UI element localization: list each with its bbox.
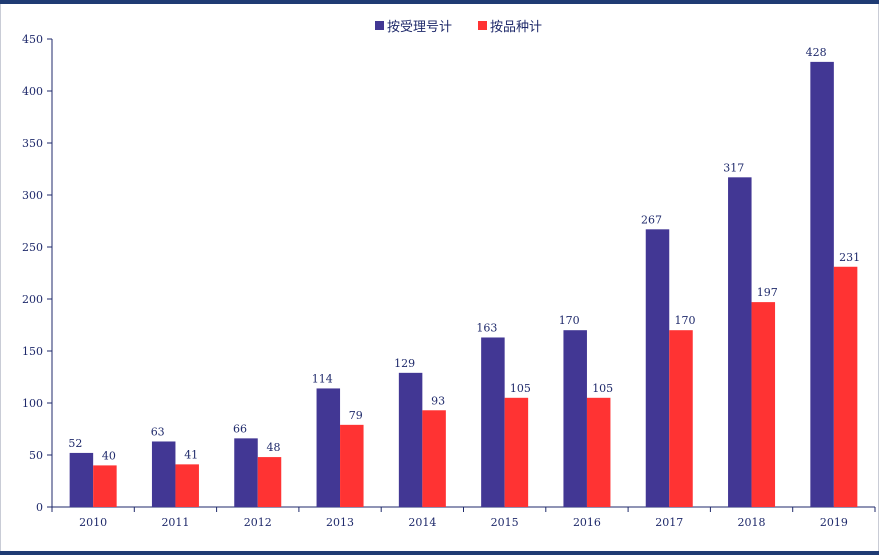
x-tick-label: 2015 xyxy=(491,516,519,529)
data-label: 317 xyxy=(723,161,744,174)
y-tick-label: 450 xyxy=(22,33,43,46)
bar-series-2 xyxy=(340,424,364,507)
x-tick-label: 2010 xyxy=(79,516,107,529)
data-label: 66 xyxy=(233,422,247,435)
data-label: 231 xyxy=(839,251,860,264)
data-label: 170 xyxy=(559,314,580,327)
bar-series-1 xyxy=(316,388,341,507)
data-labels: 52 40 63 41 66 48 114 79 129 93 163 105 170 105 267 170… xyxy=(68,46,860,463)
bar-series-2 xyxy=(669,330,693,507)
data-label: 48 xyxy=(267,441,281,454)
data-label: 105 xyxy=(592,382,613,395)
x-tick-label: 2011 xyxy=(161,516,189,529)
axes: 0 50 100 150 200 250 300 350 400 450 2010 2011 2012 2… xyxy=(22,33,876,529)
bar-series-2 xyxy=(257,457,282,507)
data-label: 163 xyxy=(476,321,497,334)
bar-series-1 xyxy=(810,61,834,507)
data-label: 63 xyxy=(151,425,165,438)
bar-series-2 xyxy=(422,410,446,507)
bar-series-2 xyxy=(175,464,199,507)
bar-series-2 xyxy=(586,397,611,507)
x-tick-label: 2012 xyxy=(244,516,272,529)
bar-series-1 xyxy=(234,438,258,507)
y-tick-label: 100 xyxy=(22,397,43,410)
x-tick-label: 2016 xyxy=(573,516,601,529)
data-label: 93 xyxy=(431,394,445,407)
bar-series-1 xyxy=(645,229,670,507)
x-tick-label: 2019 xyxy=(820,516,848,529)
legend-swatch-series-2 xyxy=(478,21,487,30)
bar-series-1 xyxy=(69,452,94,507)
y-tick-label: 0 xyxy=(36,501,43,514)
data-label: 129 xyxy=(394,357,415,370)
y-tick-label: 200 xyxy=(22,293,43,306)
bar-series-1 xyxy=(481,337,505,507)
bar-series-1 xyxy=(563,330,587,507)
bar-series-2 xyxy=(504,397,529,507)
data-label: 41 xyxy=(184,448,198,461)
x-tick-label: 2017 xyxy=(655,516,683,529)
y-tick-label: 50 xyxy=(29,449,43,462)
bar-series-1 xyxy=(728,177,752,507)
data-label: 170 xyxy=(675,314,696,327)
y-tick-label: 250 xyxy=(22,241,43,254)
data-label: 428 xyxy=(806,46,827,59)
data-label: 105 xyxy=(510,382,531,395)
y-tick-label: 150 xyxy=(22,345,43,358)
data-label: 52 xyxy=(68,437,82,450)
bar-series-2 xyxy=(751,302,776,507)
y-tick-label: 300 xyxy=(22,189,43,202)
bottom-rule xyxy=(0,551,879,555)
x-tick-label: 2018 xyxy=(738,516,766,529)
data-label: 114 xyxy=(312,372,333,385)
x-tick-label: 2013 xyxy=(326,516,354,529)
data-label: 79 xyxy=(349,409,363,422)
legend: 按受理号计 按品种计 xyxy=(375,20,542,35)
bar-series-2 xyxy=(93,465,117,507)
data-label: 267 xyxy=(641,213,662,226)
y-tick-label: 400 xyxy=(22,85,43,98)
x-tick-label: 2014 xyxy=(408,516,436,529)
bar-series-1 xyxy=(398,372,423,507)
y-tick-label: 350 xyxy=(22,137,43,150)
top-rule xyxy=(0,0,879,4)
legend-label-series-2: 按品种计 xyxy=(490,20,542,35)
bar-series-1 xyxy=(151,441,176,507)
data-label: 197 xyxy=(757,286,778,299)
data-label: 40 xyxy=(102,449,116,462)
legend-swatch-series-1 xyxy=(375,21,384,30)
bar-series-2 xyxy=(833,266,858,507)
bars xyxy=(69,61,858,507)
legend-label-series-1: 按受理号计 xyxy=(387,20,452,35)
